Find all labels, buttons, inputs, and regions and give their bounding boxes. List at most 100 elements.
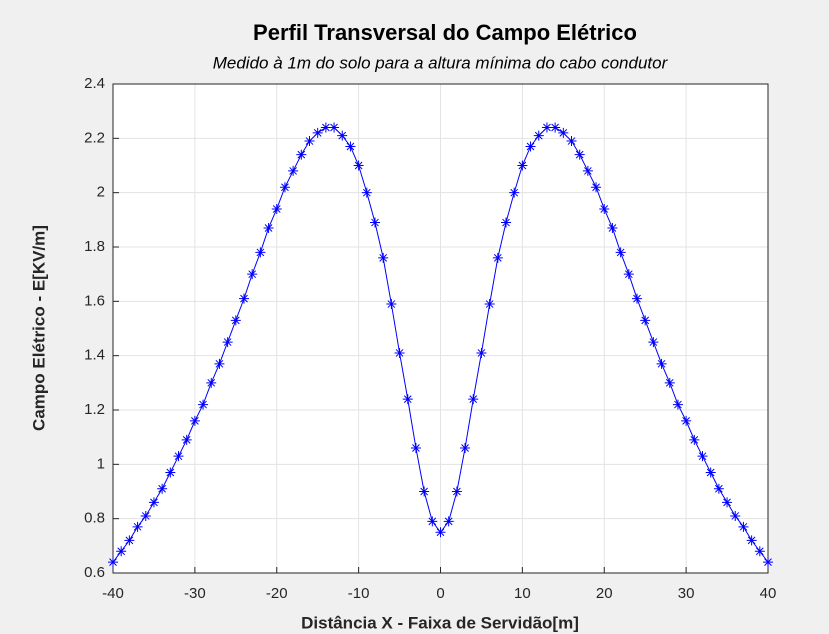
data-point [492,252,503,263]
data-point [132,521,143,532]
x-tick-label: 10 [514,585,531,602]
data-point [222,337,233,348]
data-point [148,497,159,508]
y-tick-label: 1.2 [84,401,105,418]
data-point [263,222,274,233]
data-point [361,187,372,198]
data-point [279,182,290,193]
data-point [656,358,667,369]
data-point [394,347,405,358]
data-point [247,269,258,280]
axes-box [112,83,769,574]
data-point [296,149,307,160]
data-point [451,486,462,497]
data-point [640,315,651,326]
data-point [730,510,741,521]
data-point [664,377,675,388]
data-point [738,521,749,532]
data-point [615,247,626,258]
data-point [427,516,438,527]
x-axis-label: Distância X - Faixa de Servidão[m] [301,613,579,632]
data-point [763,557,773,568]
data-point [591,182,602,193]
data-point [501,217,511,228]
x-tick-label: 30 [678,585,695,602]
data-point [116,546,127,557]
data-point [173,451,184,462]
data-point [320,122,331,133]
y-tick-label: 0.8 [84,510,105,527]
data-point [476,347,487,358]
data-point [165,467,176,478]
data-point [304,136,315,147]
y-tick-label: 1.8 [84,238,105,255]
y-tick-label: 0.6 [84,564,105,581]
data-point [419,486,430,497]
data-point [623,269,634,280]
y-tick-label: 1.6 [84,292,105,309]
data-point [566,136,577,147]
chart-title: Perfil Transversal do Campo Elétrico [253,20,637,45]
data-point [517,160,528,171]
x-tick-label: -20 [266,585,288,602]
y-tick-label: 2 [97,184,105,201]
data-point [386,299,397,310]
data-point [574,149,585,160]
data-point [443,516,454,527]
data-point [705,467,716,478]
data-point [189,415,200,426]
data-point [345,141,356,152]
y-tick-label: 1 [97,455,105,472]
data-point [239,293,249,304]
data-point [525,141,536,152]
data-point [402,394,413,405]
x-tick-label: -40 [102,585,124,602]
x-tick-label: -10 [348,585,370,602]
data-point [722,497,733,508]
data-point [697,451,708,462]
x-tick-label: -30 [184,585,206,602]
data-point [124,535,135,546]
data-point [435,527,446,538]
data-point [648,337,659,348]
data-point [312,127,323,138]
data-point [370,217,380,228]
data-point [632,293,642,304]
data-point [329,122,340,133]
data-point [140,510,151,521]
data-point [550,122,561,133]
data-point [198,399,209,410]
data-point [672,399,683,410]
y-tick-label: 1.4 [84,347,105,364]
data-point [713,483,724,494]
data-point [509,187,520,198]
data-point [681,415,692,426]
y-axis-label: Campo Elétrico - E[KV/m] [29,225,48,431]
data-point [541,122,552,133]
data-point [214,358,225,369]
data-point [410,443,421,454]
data-point [754,546,765,557]
y-tick-label: 2.2 [84,129,105,146]
data-point [353,160,364,171]
data-point [181,434,192,445]
data-point [582,165,593,176]
data-point [746,535,757,546]
x-tick-label: 20 [596,585,613,602]
x-tick-label: 40 [760,585,777,602]
data-point [108,557,118,568]
data-point [255,247,266,258]
data-point [607,222,618,233]
chart-subtitle: Medido à 1m do solo para a altura mínima… [213,53,669,72]
data-point [468,394,479,405]
data-point [689,434,700,445]
data-point [599,203,610,214]
data-point [206,377,217,388]
y-tick-label: 2.4 [84,75,105,92]
data-point [484,299,495,310]
data-point [230,315,241,326]
data-point [271,203,282,214]
data-point [288,165,299,176]
data-point [533,130,544,141]
